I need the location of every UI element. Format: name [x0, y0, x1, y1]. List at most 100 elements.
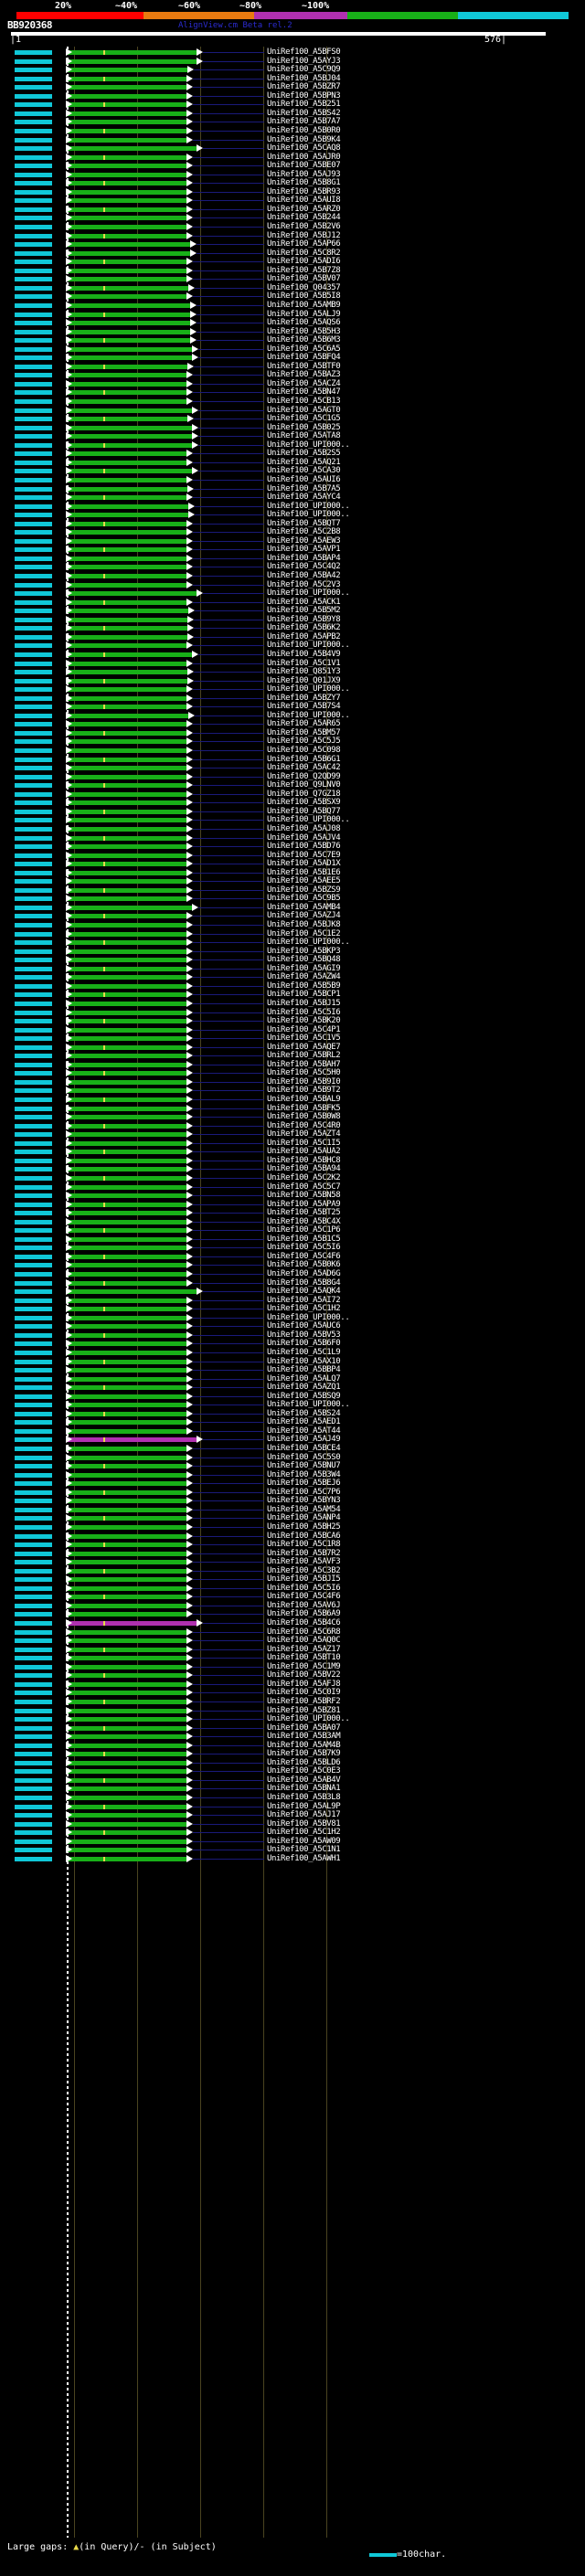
alignment-row[interactable]: UniRef100_A5C5H0 — [0, 1069, 585, 1077]
hit-label[interactable]: UniRef100_A5AGI9 — [267, 963, 341, 973]
hit-label[interactable]: UniRef100_A5ANP4 — [267, 1513, 341, 1523]
hit-label[interactable]: UniRef100_A5BPN3 — [267, 90, 341, 101]
alignment-row[interactable]: UniRef100_A5C098 — [0, 747, 585, 755]
alignment-row[interactable]: UniRef100_UPI000.. — [0, 440, 585, 450]
hit-label[interactable]: UniRef100_A5BS24 — [267, 1408, 341, 1418]
hit-label[interactable]: UniRef100_A5ATA8 — [267, 431, 341, 441]
alignment-row[interactable]: UniRef100_A5AQ0C — [0, 1637, 585, 1645]
hit-label[interactable]: UniRef100_A5C5H0 — [267, 1068, 341, 1078]
hit-label[interactable]: UniRef100_A5ACK1 — [267, 597, 341, 607]
hit-label[interactable]: UniRef100_A5B3L8 — [267, 1793, 341, 1802]
alignment-row[interactable]: UniRef100_A5C4Q2 — [0, 563, 585, 571]
alignment-row[interactable]: UniRef100_A5BSQ9 — [0, 1392, 585, 1401]
alignment-row[interactable]: UniRef100_A5BS42 — [0, 109, 585, 118]
hit-label[interactable]: UniRef100_A5AQ0C — [267, 1636, 341, 1646]
hit-label[interactable]: UniRef100_Q7GZ18 — [267, 789, 341, 799]
alignment-row[interactable]: UniRef100_A5BQ48 — [0, 956, 585, 964]
hit-label[interactable]: UniRef100_A5AJ17 — [267, 1810, 341, 1820]
alignment-row[interactable]: UniRef100_A5BFQ4 — [0, 354, 585, 362]
alignment-row[interactable]: UniRef100_A5C1P6 — [0, 1226, 585, 1235]
alignment-row[interactable]: UniRef100_A5B7A7 — [0, 118, 585, 126]
hit-label[interactable]: UniRef100_A5AQE7 — [267, 1042, 341, 1052]
alignment-row[interactable]: UniRef100_A5C8R2 — [0, 249, 585, 258]
hit-label[interactable]: UniRef100_UPI000.. — [267, 1400, 350, 1410]
alignment-row[interactable]: UniRef100_A5C2K2 — [0, 1172, 585, 1182]
alignment-row[interactable]: UniRef100_A5B8G4 — [0, 1278, 585, 1288]
hit-label[interactable]: UniRef100_A5B6F0 — [267, 1339, 341, 1349]
hit-label[interactable]: UniRef100_A5BTF0 — [267, 361, 341, 371]
hit-label[interactable]: UniRef100_A5BFK5 — [267, 1103, 341, 1113]
alignment-row[interactable]: UniRef100_A5CA30 — [0, 467, 585, 475]
hit-label[interactable]: UniRef100_A5B5I8 — [267, 292, 341, 302]
hit-label[interactable]: UniRef100_A5B2V6 — [267, 222, 341, 231]
hit-label[interactable]: UniRef100_A5C2V3 — [267, 579, 341, 589]
hit-label[interactable]: UniRef100_A5C6R8 — [267, 1627, 341, 1637]
alignment-row[interactable]: UniRef100_UPI000.. — [0, 589, 585, 598]
hit-label[interactable]: UniRef100_A5B6A9 — [267, 1609, 341, 1619]
alignment-row[interactable]: UniRef100_A5C0I9 — [0, 1689, 585, 1697]
hit-label[interactable]: UniRef100_A5B4V9 — [267, 649, 341, 659]
alignment-row[interactable]: UniRef100_A5AVP1 — [0, 546, 585, 554]
hit-label[interactable]: UniRef100_A5B0K6 — [267, 1260, 341, 1270]
hit-label[interactable]: UniRef100_A5BQT7 — [267, 518, 341, 528]
hit-label[interactable]: UniRef100_A5AJV4 — [267, 832, 341, 843]
hit-label[interactable]: UniRef100_A5C4F6 — [267, 1251, 341, 1261]
hit-label[interactable]: UniRef100_A5BAZ3 — [267, 370, 341, 380]
alignment-row[interactable]: UniRef100_A5AD6G — [0, 1270, 585, 1278]
hit-label[interactable]: UniRef100_A5BE07 — [267, 161, 341, 171]
hit-label[interactable]: UniRef100_A5C2K2 — [267, 1172, 341, 1182]
hit-label[interactable]: UniRef100_A5BZY7 — [267, 693, 341, 703]
alignment-row[interactable]: UniRef100_A5AR65 — [0, 720, 585, 728]
hit-label[interactable]: UniRef100_A5BH25 — [267, 1521, 341, 1532]
alignment-row[interactable]: UniRef100_A5AJV4 — [0, 832, 585, 843]
hit-label[interactable]: UniRef100_A5B1C5 — [267, 1234, 341, 1244]
hit-label[interactable]: UniRef100_A5C6A5 — [267, 344, 341, 354]
alignment-row[interactable]: UniRef100_A5AC42 — [0, 764, 585, 772]
hit-label[interactable]: UniRef100_A5ARZ0 — [267, 204, 341, 214]
alignment-row[interactable]: UniRef100_A5B6M3 — [0, 336, 585, 345]
alignment-row[interactable]: UniRef100_UPI000.. — [0, 1715, 585, 1723]
alignment-row[interactable]: UniRef100_A5C1E2 — [0, 929, 585, 938]
alignment-row[interactable]: UniRef100_A5BM57 — [0, 728, 585, 737]
hit-label[interactable]: UniRef100_A5B0W8 — [267, 1112, 341, 1122]
hit-label[interactable]: UniRef100_A5AYC4 — [267, 493, 341, 503]
alignment-row[interactable]: UniRef100_A5ATA8 — [0, 432, 585, 440]
alignment-row[interactable]: UniRef100_A5C1V5 — [0, 1034, 585, 1043]
alignment-row[interactable]: UniRef100_UPI000.. — [0, 938, 585, 947]
hit-label[interactable]: UniRef100_A5BCE4 — [267, 1444, 341, 1453]
alignment-row[interactable]: UniRef100_Q04357 — [0, 283, 585, 292]
hit-label[interactable]: UniRef100_UPI000.. — [267, 501, 350, 511]
hit-label[interactable]: UniRef100_A5AJR0 — [267, 152, 341, 162]
alignment-row[interactable]: UniRef100_A5C1M9 — [0, 1662, 585, 1671]
hit-label[interactable]: UniRef100_A5AL9P — [267, 1801, 341, 1811]
alignment-row[interactable]: UniRef100_A5B1E6 — [0, 868, 585, 877]
hit-label[interactable]: UniRef100_A5BV07 — [267, 274, 341, 284]
alignment-row[interactable]: UniRef100_A5APA9 — [0, 1200, 585, 1209]
alignment-row[interactable]: UniRef100_A5BRF2 — [0, 1697, 585, 1706]
hit-label[interactable]: UniRef100_A5AVF3 — [267, 1557, 341, 1567]
alignment-row[interactable]: UniRef100_A5C1I5 — [0, 1139, 585, 1148]
alignment-row[interactable]: UniRef100_A5BSX9 — [0, 799, 585, 807]
hit-label[interactable]: UniRef100_A5BCP1 — [267, 990, 341, 1000]
hit-label[interactable]: UniRef100_A5BQ48 — [267, 955, 341, 965]
alignment-row[interactable]: UniRef100_A5BV22 — [0, 1671, 585, 1680]
alignment-plot[interactable]: UniRef100_A5BFS0 UniRef100_A5AYJ3 UniRef10… — [0, 47, 585, 2538]
hit-label[interactable]: UniRef100_A5B9I0 — [267, 1076, 341, 1087]
alignment-row[interactable]: UniRef100_A5AQ21 — [0, 458, 585, 467]
hit-label[interactable]: UniRef100_A5AM4B — [267, 1740, 341, 1750]
hit-label[interactable]: UniRef100_A5C0E3 — [267, 1766, 341, 1776]
alignment-row[interactable]: UniRef100_A5B251 — [0, 101, 585, 109]
alignment-row[interactable]: UniRef100_A5AV6J — [0, 1601, 585, 1610]
alignment-row[interactable]: UniRef100_A5AT44 — [0, 1426, 585, 1436]
hit-label[interactable]: UniRef100_UPI000.. — [267, 1714, 350, 1724]
alignment-row[interactable]: UniRef100_A5BAH7 — [0, 1060, 585, 1069]
hit-label[interactable]: UniRef100_A5APB2 — [267, 631, 341, 641]
hit-label[interactable]: UniRef100_A5AX10 — [267, 1356, 341, 1366]
hit-label[interactable]: UniRef100_A5B7A7 — [267, 117, 341, 127]
alignment-row[interactable]: UniRef100_A5B5B9 — [0, 981, 585, 991]
hit-label[interactable]: UniRef100_A5B8G1 — [267, 178, 341, 188]
alignment-row[interactable]: UniRef100_A5BFK5 — [0, 1103, 585, 1113]
alignment-row[interactable]: UniRef100_A5C1R8 — [0, 1541, 585, 1549]
hit-label[interactable]: UniRef100_A5B244 — [267, 213, 341, 223]
hit-label[interactable]: UniRef100_A5B9Y8 — [267, 614, 341, 624]
